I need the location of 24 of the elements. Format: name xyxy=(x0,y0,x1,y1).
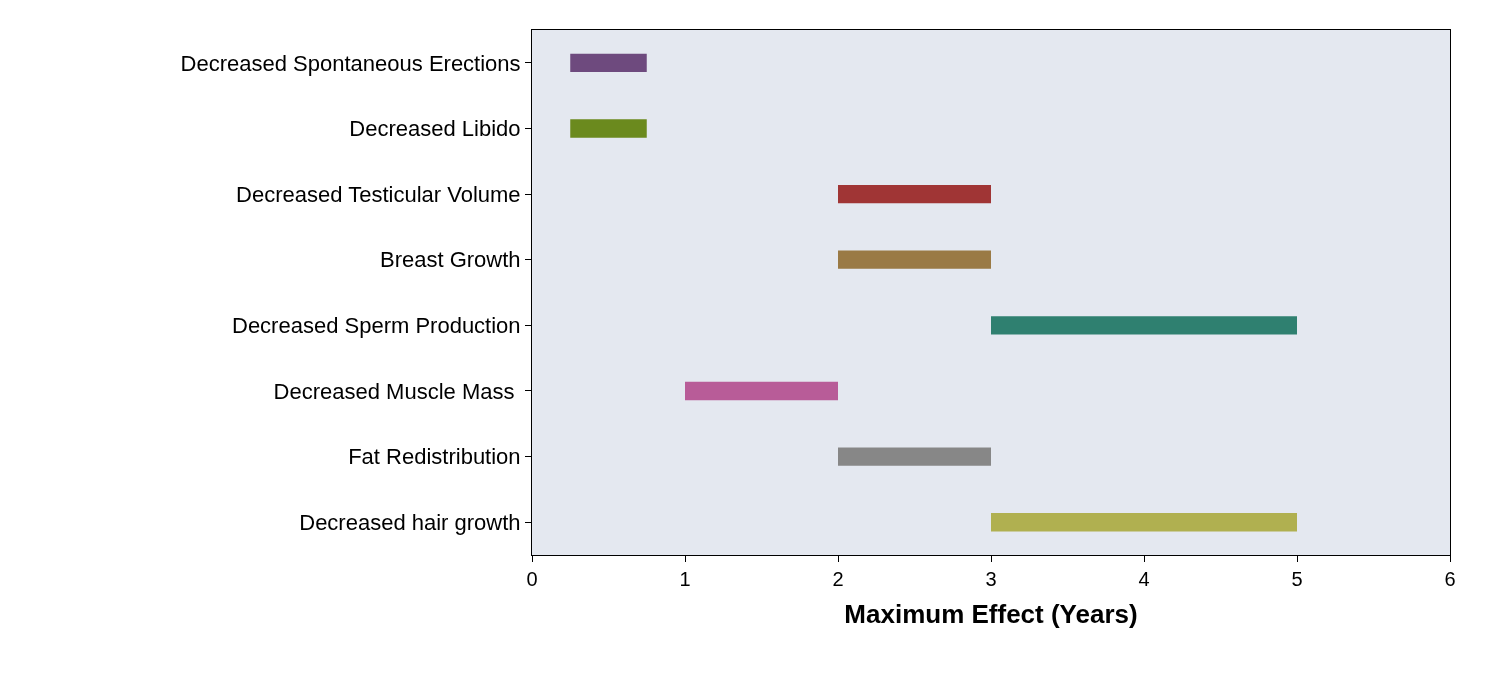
y-tick-label: Fat Redistribution xyxy=(348,444,521,470)
bar xyxy=(570,53,647,72)
y-tick-label: Decreased Sperm Production xyxy=(232,313,521,339)
bar xyxy=(991,316,1297,335)
x-axis-title: Maximum Effect (Years) xyxy=(844,598,1138,629)
x-tick-label: 0 xyxy=(526,568,538,590)
y-tick-label: Decreased Testicular Volume xyxy=(236,181,521,207)
x-tick-label: 4 xyxy=(1138,568,1150,590)
bar xyxy=(570,119,647,138)
x-tick-label: 3 xyxy=(985,568,997,590)
bar xyxy=(838,184,991,204)
y-tick-label: Decreased hair growth xyxy=(299,509,521,535)
y-tick-label: Decreased Libido xyxy=(349,116,521,142)
bar xyxy=(991,513,1297,532)
y-tick-label: Decreased Muscle Mass xyxy=(273,378,521,404)
x-tick-label: 1 xyxy=(679,568,691,590)
x-tick-label: 6 xyxy=(1444,568,1456,590)
y-tick-label: Breast Growth xyxy=(379,247,521,273)
bar xyxy=(838,447,991,466)
y-tick-label: Decreased Spontaneous Erections xyxy=(180,50,521,76)
x-tick-label: 2 xyxy=(832,568,844,590)
x-tick-label: 5 xyxy=(1291,568,1303,590)
bar xyxy=(685,381,838,401)
bar xyxy=(838,250,991,269)
